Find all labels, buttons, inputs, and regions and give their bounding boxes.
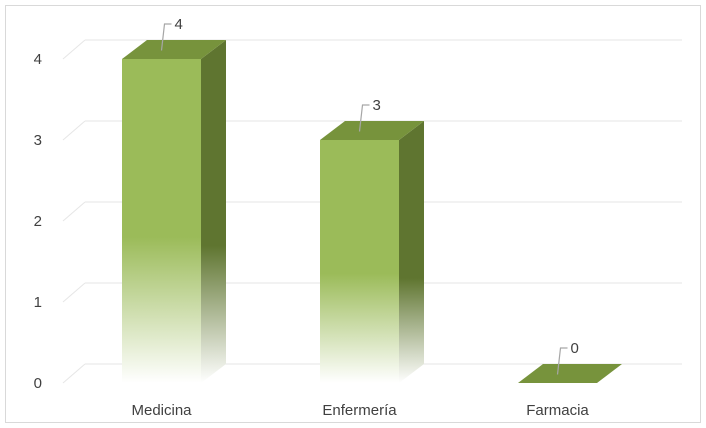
data-label-leader <box>556 347 568 375</box>
y-tick-label: 2 <box>34 213 42 230</box>
bar-side <box>201 40 226 383</box>
bar-top <box>518 364 622 383</box>
y-tick-label: 4 <box>34 51 42 68</box>
y-axis-ticks: 0 1 2 3 4 <box>34 51 42 392</box>
y-tick-label: 0 <box>34 375 42 392</box>
gridline-skew-4 <box>62 39 86 60</box>
bar-top <box>320 121 424 140</box>
data-label: 0 <box>571 340 579 357</box>
gridline-skew-1 <box>62 282 86 303</box>
data-label-leader <box>160 23 172 51</box>
bar-1 <box>320 121 424 383</box>
data-labels: 4 3 0 <box>160 16 579 375</box>
bar-0 <box>122 40 226 383</box>
gridline-skew-0 <box>62 363 86 384</box>
x-axis-categories: Medicina Enfermería Farmacia <box>131 402 589 419</box>
bar-top <box>122 40 226 59</box>
x-tick-label: Farmacia <box>526 402 589 419</box>
x-tick-label: Medicina <box>131 402 192 419</box>
bar-front <box>122 59 201 383</box>
x-tick-label: Enfermería <box>322 402 397 419</box>
bar-side <box>399 121 424 383</box>
gridline-skew-2 <box>62 201 86 222</box>
bar-2 <box>518 364 622 383</box>
bar-front <box>320 140 399 383</box>
data-label: 4 <box>175 16 183 33</box>
data-label: 3 <box>373 97 381 114</box>
y-tick-label: 3 <box>34 132 42 149</box>
data-label-leader <box>358 104 370 132</box>
bars <box>122 40 622 383</box>
gridline-skew-3 <box>62 120 86 141</box>
y-tick-label: 1 <box>34 294 42 311</box>
